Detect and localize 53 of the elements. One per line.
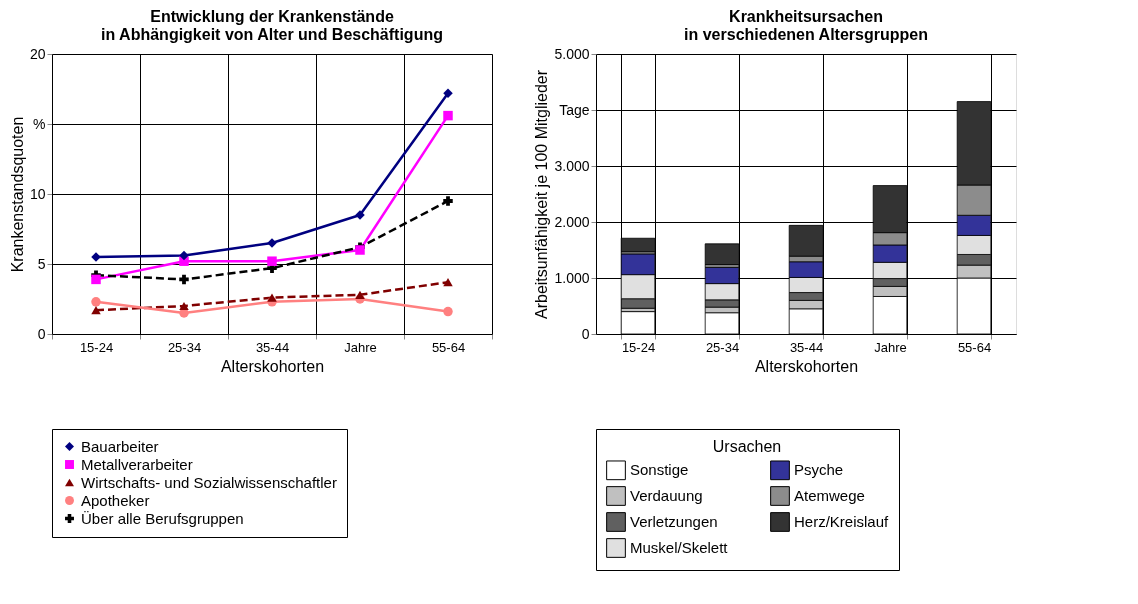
point [91,274,101,285]
x-tick-label: 55-64 [431,339,466,355]
y-tick-label: 1.000 [554,269,590,286]
y-tick-label: Tage [559,101,590,118]
point [355,290,365,299]
legend-label: Wirtschafts- und Sozialwissenschaftler [81,473,337,491]
y-tick-label: 2.000 [554,213,590,230]
point [443,278,453,287]
point [91,297,101,307]
legend-label: Über alle Berufsgruppen [81,509,244,527]
x-axis-title: Alterskohorten [220,357,325,375]
x-tick-label: 15-24 [621,339,656,355]
x-tick-label: 25-34 [167,339,202,355]
legend-label: Verletzungen [630,513,718,530]
point [443,196,453,206]
point [443,110,453,121]
x-tick-label: 35-44 [789,339,824,355]
legend-label: Metallverarbeiter [81,455,193,473]
legend-label: Verdauung [630,487,703,504]
legend-title: Ursachen [712,438,782,455]
legend-label: Psyche [794,461,844,479]
point [267,293,277,302]
x-tick-label: 55-64 [957,339,992,355]
chart-title: Entwicklung der Krankenstände in Abhängigkeit von Alter und Beschäftigung [101,8,443,43]
legend-label: Atemwege [794,487,865,504]
y-axis-title: Krankenstandsquoten [8,116,26,273]
y-tick-label: 0 [581,325,590,342]
point [91,306,101,315]
y-tick-label: 20 [29,45,46,62]
point [179,274,189,285]
y-tick-label: % [33,115,46,132]
point [179,250,189,261]
y-tick-label: 10 [29,185,46,202]
y-tick-label: 5 [37,255,46,272]
x-tick-label: 35-44 [255,339,290,355]
x-tick-label: 25-34 [705,339,740,355]
point [179,301,189,311]
legend-label: Muskel/Skelett [630,539,729,556]
y-axis-title: Arbeitsunfähigkeit je 100 Mitglieder [533,69,551,320]
y-tick-label: 0 [37,325,46,342]
x-axis-title: Alterskohorten [754,357,859,375]
x-tick-label: 15-24 [79,339,114,355]
x-tick-label: Jahre [344,339,377,355]
legend-label: Bauarbeiter [81,437,159,455]
chart-title: Krankheitsursachen in verschiedenen Altersgruppen [684,8,928,43]
x-tick-label: Jahre [874,339,907,355]
y-tick-label: 3.000 [554,157,590,174]
point [267,256,277,266]
point [443,306,453,317]
y-tick-label: 5.000 [554,45,590,62]
legend-label: Herz/Kreislauf [794,513,890,530]
legend-label: Sonstige [630,461,689,479]
legend-label: Apotheker [81,491,150,509]
